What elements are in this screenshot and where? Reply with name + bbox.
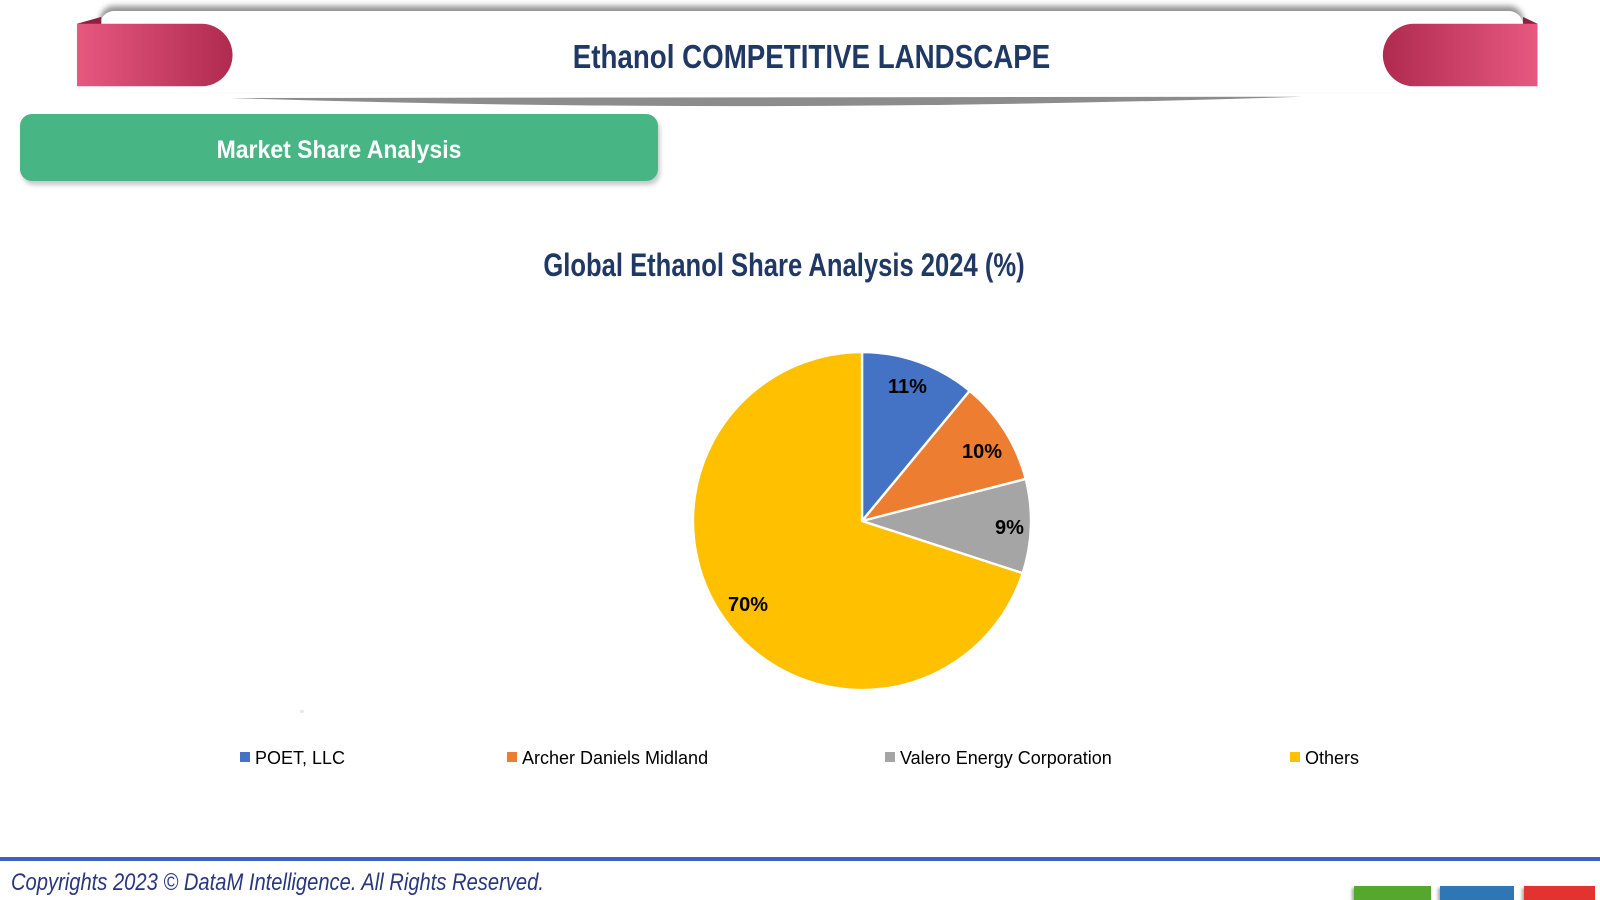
svg-text:11%: 11%	[888, 376, 927, 398]
svg-text:10%: 10%	[962, 441, 1002, 463]
svg-text:9%: 9%	[995, 517, 1024, 539]
svg-text:70%: 70%	[728, 594, 768, 616]
